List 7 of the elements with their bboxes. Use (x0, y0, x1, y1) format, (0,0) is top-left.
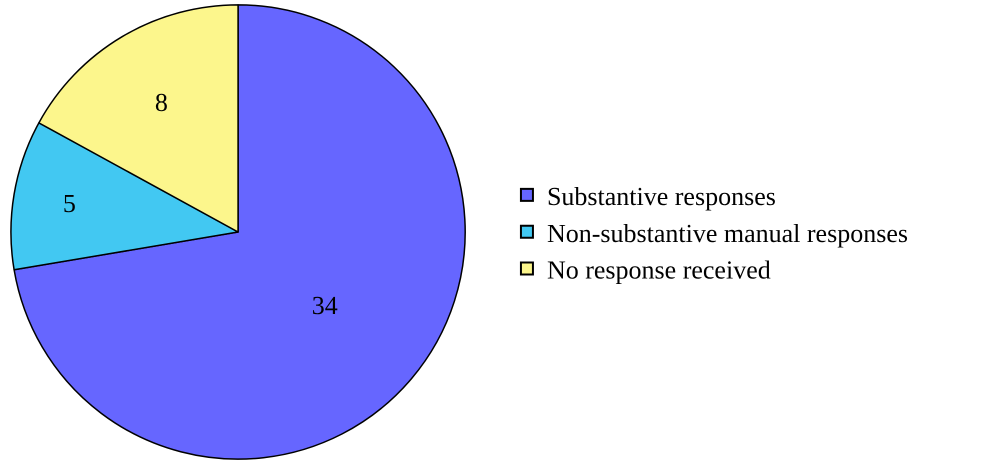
data-label: 5 (62, 189, 76, 218)
legend-label: No response received (546, 256, 771, 285)
data-label: 8 (154, 88, 168, 118)
pie-slice (13, 4, 466, 460)
legend-label: Substantive responses (546, 182, 776, 212)
legend-label: Non-substantive manual responses (546, 218, 908, 248)
data-label: 34 (312, 290, 338, 320)
